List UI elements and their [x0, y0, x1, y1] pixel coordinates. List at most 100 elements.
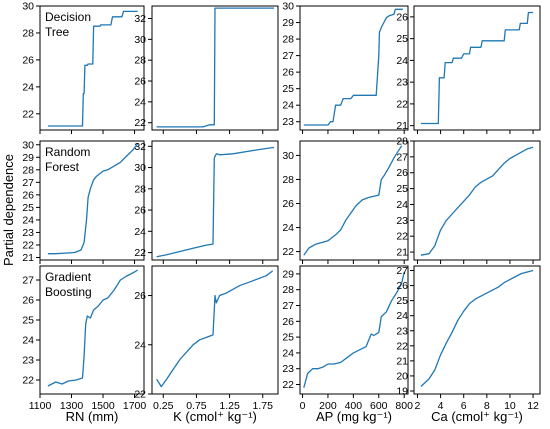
model-label: Gradient Boosting	[45, 270, 92, 299]
x-tick-label: 1.75	[253, 400, 274, 412]
partial-dependence-line	[156, 7, 274, 128]
y-tick-label: 26	[396, 11, 408, 23]
partial-dependence-line	[47, 10, 138, 127]
y-tick-label: 22	[22, 239, 34, 251]
y-tick-label: 22	[134, 389, 146, 401]
partial-dependence-line	[303, 272, 405, 388]
x-tick-label: 0	[300, 400, 306, 412]
x-tick-label: 1300	[60, 400, 84, 412]
model-label-line: Forest	[45, 160, 80, 174]
y-tick-label: 25	[396, 33, 408, 45]
y-tick-label: 28	[282, 34, 294, 46]
y-tick-label: 27	[396, 151, 408, 163]
y-tick-label: 22	[282, 379, 294, 391]
y-tick-label: 28	[282, 284, 294, 296]
y-tick-label: 30	[134, 34, 146, 46]
partial-dependence-line	[47, 143, 139, 255]
x-tick-label: 4	[438, 400, 444, 412]
y-tick-label: 32	[134, 13, 146, 25]
panel-frame	[39, 5, 145, 131]
x-tick-label: 600	[370, 400, 388, 412]
y-tick-label: 26	[396, 167, 408, 179]
y-tick-label: 22	[134, 117, 146, 129]
y-tick-label: 30	[22, 139, 34, 151]
y-tick-label: 24	[396, 199, 408, 211]
model-label-line: Boosting	[45, 285, 92, 299]
y-tick-label: 30	[282, 150, 294, 162]
y-tick-label: 23	[22, 355, 34, 367]
y-tick-label: 28	[282, 174, 294, 186]
y-tick-label: 24	[396, 310, 408, 322]
y-tick-label: 24	[134, 96, 146, 108]
x-tick-label: 1.25	[219, 400, 240, 412]
y-tick-label: 30	[134, 162, 146, 174]
y-tick-label: 19	[396, 385, 408, 397]
panel-r0-c1: 22 24 26 28 30 32	[134, 5, 279, 134]
x-tick-label: 1100	[29, 400, 52, 412]
x-tick-label: 400	[345, 400, 363, 412]
panel-frame	[413, 140, 541, 261]
x-tick-label: 0.75	[186, 400, 207, 412]
y-tick-label: 26	[22, 54, 34, 66]
y-tick-label: 25	[396, 183, 408, 195]
x-axis-label: K (cmol⁺ kg⁻¹)	[173, 409, 257, 424]
x-axis-label: RN (mm)	[66, 409, 119, 424]
y-tick-label: 26	[134, 76, 146, 88]
model-label: Random Forest	[45, 145, 90, 174]
y-tick-label: 29	[282, 268, 294, 280]
y-tick-label: 24	[134, 339, 146, 351]
y-tick-label: 27	[22, 177, 34, 189]
y-tick-label: 26	[22, 295, 34, 307]
x-tick-label: 2	[415, 400, 421, 412]
partial-dependence-line	[303, 8, 403, 126]
y-tick-label: 25	[22, 202, 34, 214]
y-tick-label: 23	[396, 77, 408, 89]
y-tick-label: 23	[22, 227, 34, 239]
y-tick-label: 29	[22, 152, 34, 164]
y-tick-label: 21	[396, 120, 408, 132]
y-tick-label: 26	[22, 189, 34, 201]
partial-dependence-line	[47, 269, 139, 387]
panel-frame	[151, 265, 279, 395]
model-label-line: Tree	[45, 25, 70, 39]
y-tick-label: 21	[396, 247, 408, 259]
x-tick-label: 1700	[123, 400, 147, 412]
y-tick-label: 24	[396, 55, 408, 67]
y-tick-label: 26	[396, 280, 408, 292]
y-tick-label: 22	[396, 231, 408, 243]
y-tick-label: 28	[22, 164, 34, 176]
y-tick-label: 27	[396, 265, 408, 277]
y-tick-label: 22	[282, 246, 294, 258]
y-tick-label: 24	[282, 100, 294, 112]
y-tick-label: 28	[396, 136, 408, 148]
y-tick-label: 24	[282, 222, 294, 234]
x-tick-label: 12	[527, 400, 539, 412]
partial-dependence-line	[156, 146, 275, 258]
y-tick-label: 28	[22, 27, 34, 39]
y-tick-label: 25	[396, 295, 408, 307]
panel-r1-c2: 22 24 26 28 30	[282, 140, 409, 264]
x-tick-label: 200	[319, 400, 337, 412]
y-tick-label: 26	[282, 67, 294, 79]
x-tick-label: 6	[461, 400, 467, 412]
y-tick-label: 27	[282, 50, 294, 62]
panel-r1-c3: 21 22 23 24 25 26 27 28	[396, 136, 541, 264]
model-label-line: Gradient	[45, 270, 92, 284]
y-tick-label: 25	[282, 83, 294, 95]
y-tick-label: 20	[396, 370, 408, 382]
y-tick-label: 26	[282, 198, 294, 210]
y-tick-label: 23	[282, 363, 294, 375]
x-axis-label: AP (mg kg⁻¹)	[316, 409, 392, 424]
x-tick-label: 8	[484, 400, 490, 412]
y-tick-label: 22	[22, 108, 34, 120]
x-tick-label: 1500	[91, 400, 115, 412]
x-tick-label: 10	[504, 400, 516, 412]
y-tick-label: 22	[134, 247, 146, 259]
x-tick-label: 0.25	[153, 400, 174, 412]
partial-dependence-line	[420, 11, 534, 125]
model-label: Decision Tree	[45, 10, 91, 39]
y-tick-label: 21	[22, 252, 34, 264]
